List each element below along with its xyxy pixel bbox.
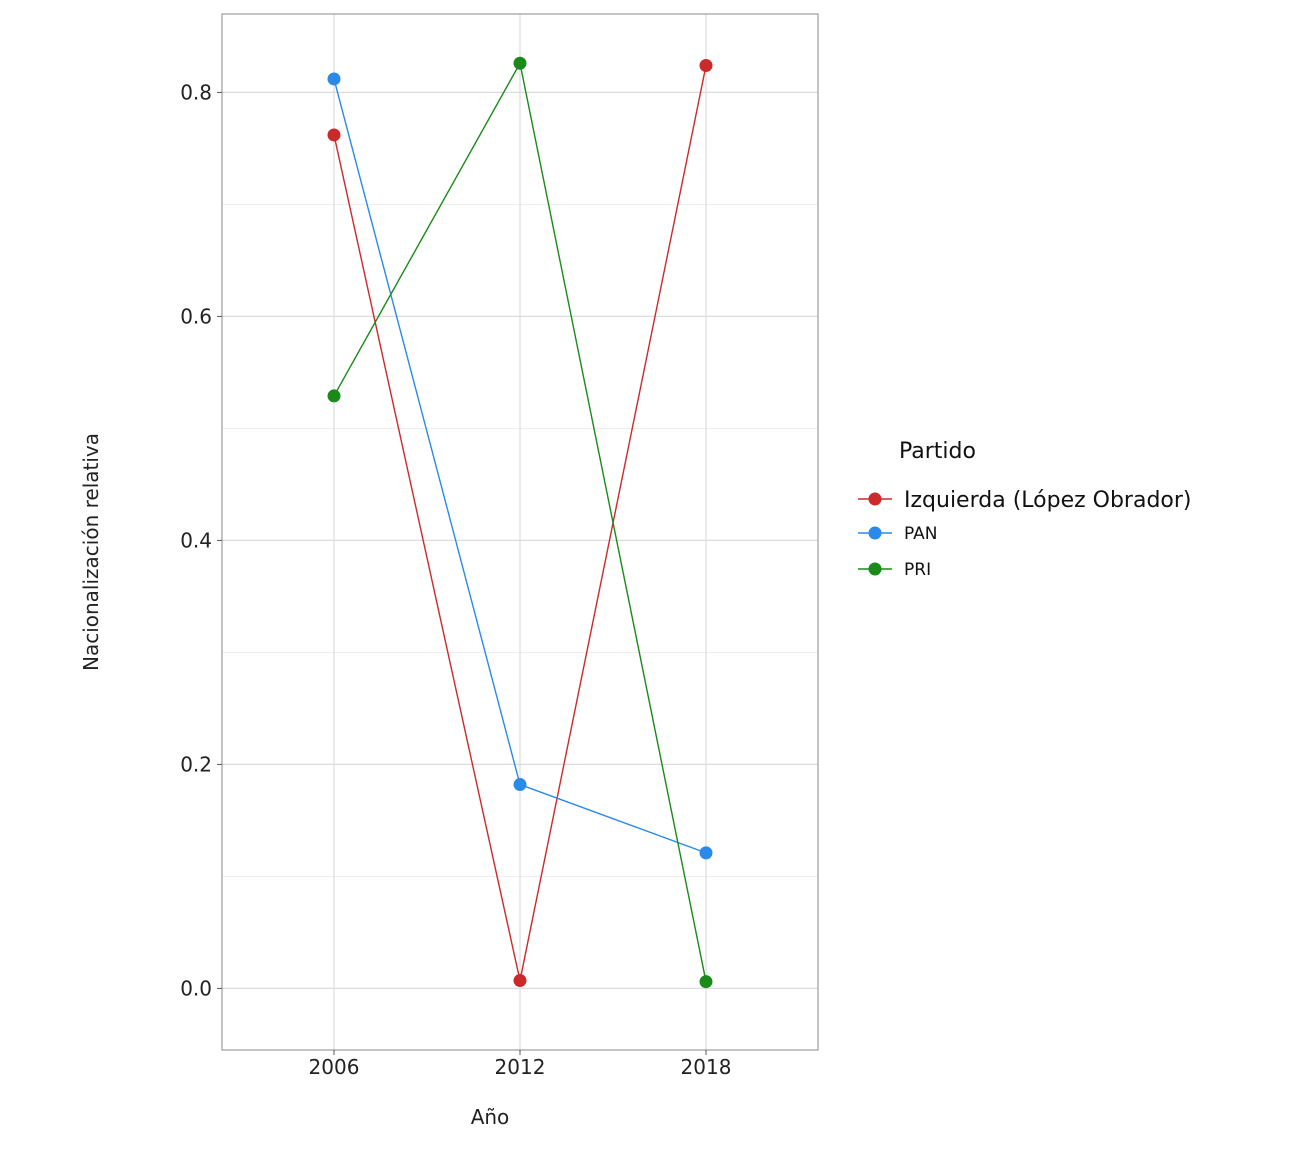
legend-key-point — [868, 526, 882, 540]
data-point-0-0 — [327, 128, 341, 142]
y-tick-label: 0.6 — [180, 304, 212, 328]
data-point-0-1 — [513, 974, 527, 988]
x-tick-label: 2006 — [309, 1055, 360, 1079]
data-point-2-0 — [327, 389, 341, 403]
grid — [222, 14, 818, 1050]
x-tick-label: 2018 — [681, 1055, 732, 1079]
legend-label: PRI — [904, 560, 931, 580]
data-point-1-0 — [327, 72, 341, 86]
legend-label: PAN — [904, 524, 938, 544]
x-tick-label: 2012 — [495, 1055, 546, 1079]
legend-label: Izquierda (López Obrador) — [904, 488, 1192, 513]
legend-key-point — [868, 562, 882, 576]
series-layer — [327, 56, 713, 989]
y-axis: 0.0 0.2 0.4 0.6 0.8 — [180, 80, 222, 1000]
data-point-2-1 — [513, 56, 527, 70]
data-point-1-2 — [699, 846, 713, 860]
legend: Partido Izquierda (López Obrador) PAN PRI — [858, 439, 1192, 580]
y-tick-label: 0.2 — [180, 752, 212, 776]
data-point-2-2 — [699, 975, 713, 989]
data-point-0-2 — [699, 59, 713, 73]
y-axis-title: Nacionalización relativa — [79, 433, 103, 671]
y-tick-label: 0.4 — [180, 528, 212, 552]
x-axis-title: Año — [471, 1105, 510, 1129]
y-tick-label: 0.0 — [180, 976, 212, 1000]
legend-title: Partido — [899, 439, 976, 464]
legend-key-point — [868, 492, 882, 506]
data-point-1-1 — [513, 778, 527, 792]
x-axis: 2006 2012 2018 — [309, 1050, 732, 1079]
y-tick-label: 0.8 — [180, 80, 212, 104]
